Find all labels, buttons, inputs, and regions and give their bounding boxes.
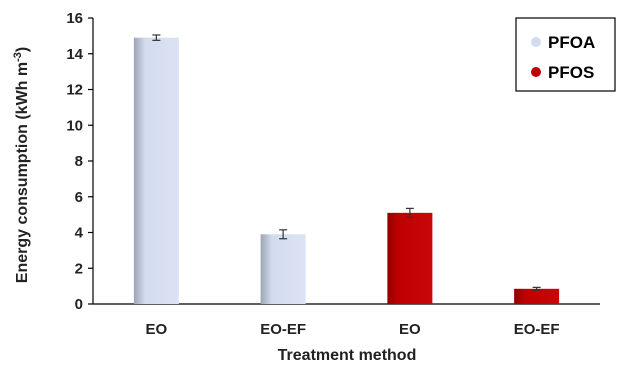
- y-axis-title: Energy consumption (kWh m-3): [12, 47, 31, 283]
- x-tick-label: EO: [146, 321, 168, 338]
- x-tick-label: EO-EF: [260, 321, 306, 338]
- y-tick-label: 8: [75, 153, 83, 170]
- legend-label-pfoa: PFOA: [548, 33, 595, 52]
- y-tick-label: 16: [66, 10, 83, 27]
- y-axis-title-sup: -3: [12, 52, 24, 62]
- y-tick-label: 6: [75, 189, 83, 206]
- y-axis-title-main: Energy consumption (kWh m: [14, 62, 31, 283]
- x-tick-label: EO: [399, 321, 421, 338]
- y-tick-label: 4: [75, 225, 84, 242]
- y-axis-ticks: 0 2 4 6 8 10 12 14 16: [66, 10, 93, 313]
- bars: [133, 34, 560, 304]
- x-tick-label: EO-EF: [514, 321, 560, 338]
- y-tick-label: 0: [75, 296, 83, 313]
- y-tick-label: 10: [66, 117, 83, 134]
- y-tick-label: 2: [75, 260, 83, 277]
- bar-pfoa: [133, 37, 179, 304]
- bar-pfos: [514, 288, 560, 304]
- y-tick-label: 14: [66, 46, 83, 63]
- legend-box: [515, 17, 616, 92]
- legend: PFOA PFOS: [515, 17, 616, 92]
- x-axis-title: Treatment method: [278, 347, 417, 364]
- bar-pfoa: [260, 234, 306, 304]
- legend-label-pfos: PFOS: [548, 63, 594, 82]
- y-tick-label: 12: [66, 82, 83, 99]
- legend-swatch-pfoa: [531, 37, 541, 47]
- plot-area: 0 2 4 6 8 10 12 14 16 EO EO-EF EO EO-EF: [66, 10, 600, 338]
- bar-pfos: [387, 212, 433, 304]
- legend-swatch-pfos: [531, 67, 541, 77]
- y-axis-title-end: ): [14, 47, 31, 52]
- x-axis-ticks: EO EO-EF EO EO-EF: [146, 321, 560, 338]
